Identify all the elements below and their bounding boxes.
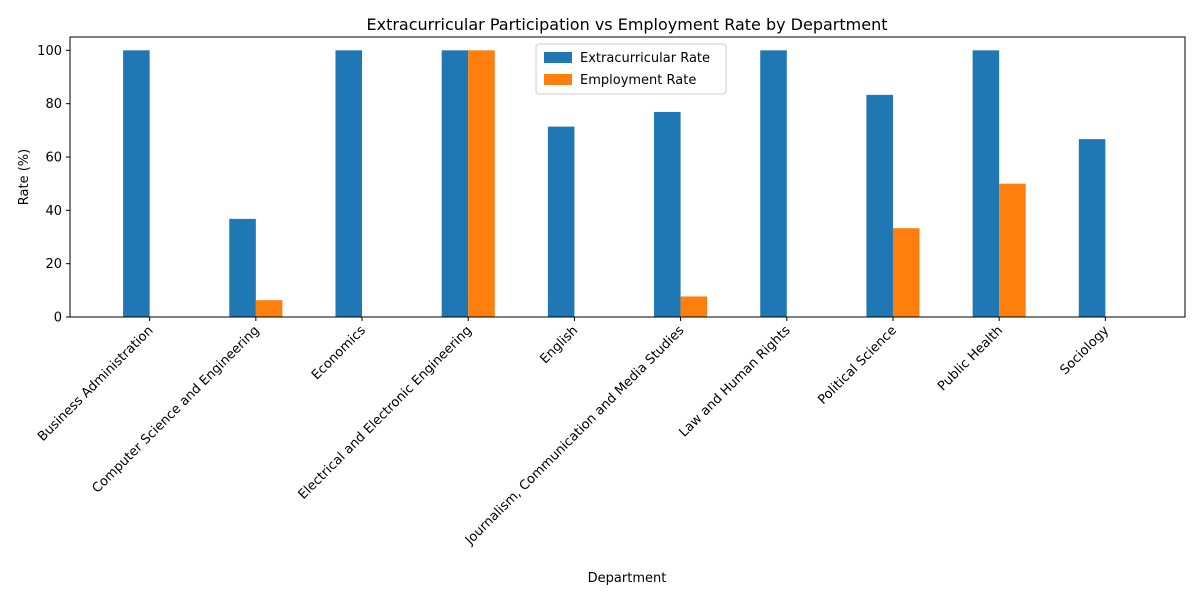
legend-swatch-1 [544,74,572,85]
y-tick-label-80: 80 [45,97,62,112]
legend-label-1: Employment Rate [580,73,696,88]
legend: Extracurricular Rate Employment Rate [535,43,727,95]
legend-label-0: Extracurricular Rate [580,51,710,66]
extracurricular-bar-8 [972,50,1000,317]
y-axis-label: Rate (%) [17,149,32,205]
employment-bar-3 [468,50,495,317]
legend-box [535,43,727,95]
employment-bar-8 [999,183,1026,317]
extracurricular-bar-9 [1078,139,1106,317]
extracurricular-bar-0 [123,50,150,317]
legend-swatch-0 [544,52,572,63]
x-axis-label: Department [588,571,667,586]
bars-group [123,50,1106,317]
y-tick-label-40: 40 [45,204,62,219]
y-tick-label-20: 20 [45,257,62,272]
employment-bar-5 [680,296,708,317]
y-tick-label-100: 100 [37,44,62,59]
chart-title: Extracurricular Participation vs Employm… [367,15,888,34]
extracurricular-bar-6 [760,50,787,317]
employment-bar-1 [255,300,283,317]
employment-bar-7 [892,228,920,317]
extracurricular-bar-2 [335,50,363,317]
y-tick-label-0: 0 [54,311,62,326]
extracurricular-bar-4 [547,126,575,317]
y-axis: 0 20 40 60 80 100 [37,44,70,326]
extracurricular-bar-1 [229,218,256,317]
extracurricular-bar-7 [866,94,893,317]
plot-frame [69,36,1186,318]
y-tick-label-60: 60 [45,151,62,166]
extracurricular-bar-5 [654,111,681,317]
extracurricular-bar-3 [441,50,469,317]
